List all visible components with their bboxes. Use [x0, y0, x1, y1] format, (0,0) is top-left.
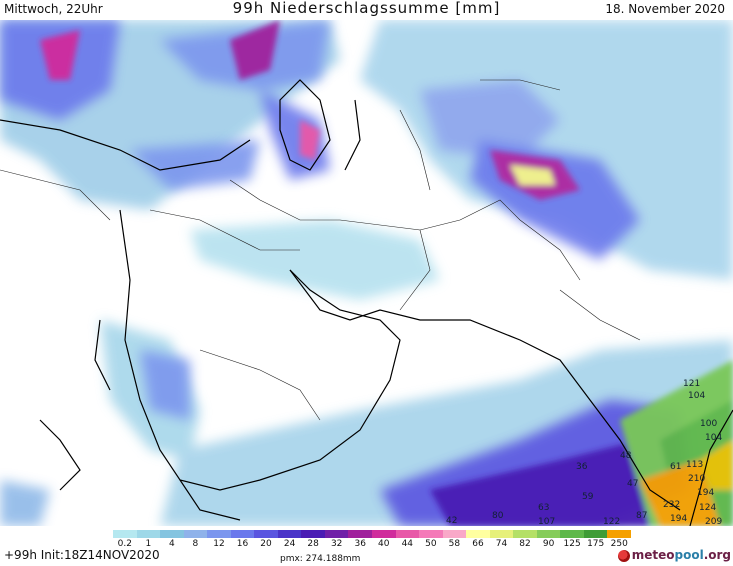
value-label: 59	[582, 492, 594, 502]
legend-tick: 20	[260, 539, 272, 549]
legend-tick: 44	[401, 539, 414, 549]
legend-tick: 8	[192, 539, 199, 549]
legend-tick: 175	[587, 539, 605, 549]
value-label: 210	[688, 474, 705, 484]
legend-swatch	[277, 530, 302, 538]
legend-tick: 50	[425, 539, 437, 549]
legend-swatch	[560, 530, 584, 538]
legend-swatch	[136, 530, 161, 538]
legend-swatch	[160, 530, 184, 538]
value-label: 42	[446, 516, 457, 526]
legend-swatch	[348, 530, 373, 538]
value-label: 122	[603, 517, 620, 526]
max-precip-label: pmx: 274.188mm	[280, 554, 361, 564]
value-label: 121	[683, 379, 700, 389]
map-title: 99h Niederschlagssumme [mm]	[232, 0, 501, 17]
value-label: 232	[663, 500, 680, 510]
legend-swatch	[183, 530, 208, 538]
legend-swatch	[419, 530, 443, 538]
legend-swatch	[536, 530, 561, 538]
color-legend: 0.2 1 4 8 12 16 20 24 28 32 36 40 44 50 58 66 74 82 90 125 1…	[113, 530, 632, 552]
value-label: 48	[620, 451, 632, 461]
value-label: 194	[670, 514, 687, 524]
legend-tick-labels: 0.2 1 4 8 12 16 20 24 28 32 36 40 44 50 58 66 74 82 90 125 1…	[113, 539, 631, 551]
legend-tick: 0.2	[117, 539, 132, 549]
legend-tick: 74	[495, 539, 508, 549]
init-time-label: +99h Init:18Z14NOV2020	[4, 548, 160, 562]
coastlines	[0, 79, 733, 526]
legend-tick: 1	[145, 539, 152, 549]
legend-swatch	[513, 530, 537, 538]
legend-tick: 24	[283, 539, 296, 549]
value-label: 61	[670, 462, 681, 472]
legend-swatch	[113, 530, 137, 538]
value-label: 194	[697, 488, 714, 498]
legend-tick: 4	[168, 539, 175, 549]
legend-swatch	[301, 530, 325, 538]
value-label: 36	[576, 462, 588, 472]
legend-tick: 90	[542, 539, 555, 549]
value-label: 104	[705, 433, 722, 443]
legend-tick: 66	[472, 539, 484, 549]
value-label: 107	[538, 517, 555, 526]
legend-swatch	[207, 530, 231, 538]
legend-swatch	[583, 530, 608, 538]
legend-swatch	[395, 530, 420, 538]
value-label: 100	[700, 419, 717, 429]
legend-swatch	[607, 530, 632, 538]
precip-field-heavy	[40, 20, 733, 526]
legend-tick: 32	[330, 539, 343, 549]
legend-swatch	[372, 530, 396, 538]
value-label: 124	[699, 503, 716, 513]
legend-tick: 28	[307, 539, 319, 549]
value-label: 63	[538, 503, 549, 513]
precipitation-map: 121 104 100 104 113 210 194 232 124 194 …	[0, 20, 733, 526]
forecast-date-label: 18. November 2020	[605, 2, 725, 16]
legend-tick: 40	[378, 539, 390, 549]
legend-swatch	[324, 530, 349, 538]
borders	[0, 79, 641, 421]
legend-swatch	[442, 530, 467, 538]
forecast-day-label: Mittwoch, 22Uhr	[4, 2, 103, 16]
value-label: 209	[705, 517, 722, 526]
meteopool-logo: meteopool.org	[617, 548, 731, 562]
legend-tick: 82	[519, 539, 531, 549]
value-label: 113	[686, 460, 703, 470]
legend-tick: 36	[354, 539, 366, 549]
value-label: 80	[492, 511, 504, 521]
legend-swatch	[489, 530, 514, 538]
value-label: 47	[627, 479, 638, 489]
meteopool-logo-icon	[617, 549, 630, 562]
legend-swatch	[466, 530, 490, 538]
legend-tick: 125	[563, 539, 581, 549]
legend-tick: 16	[236, 539, 249, 549]
legend-swatch	[230, 530, 255, 538]
legend-color-bar	[113, 530, 632, 538]
value-labels: 121 104 100 104 113 210 194 232 124 194 …	[446, 379, 722, 526]
value-label: 104	[688, 391, 705, 401]
value-label: 87	[636, 511, 647, 521]
legend-tick: 250	[610, 539, 628, 549]
legend-tick: 58	[448, 539, 461, 549]
legend-tick: 12	[213, 539, 225, 549]
legend-swatch	[254, 530, 278, 538]
